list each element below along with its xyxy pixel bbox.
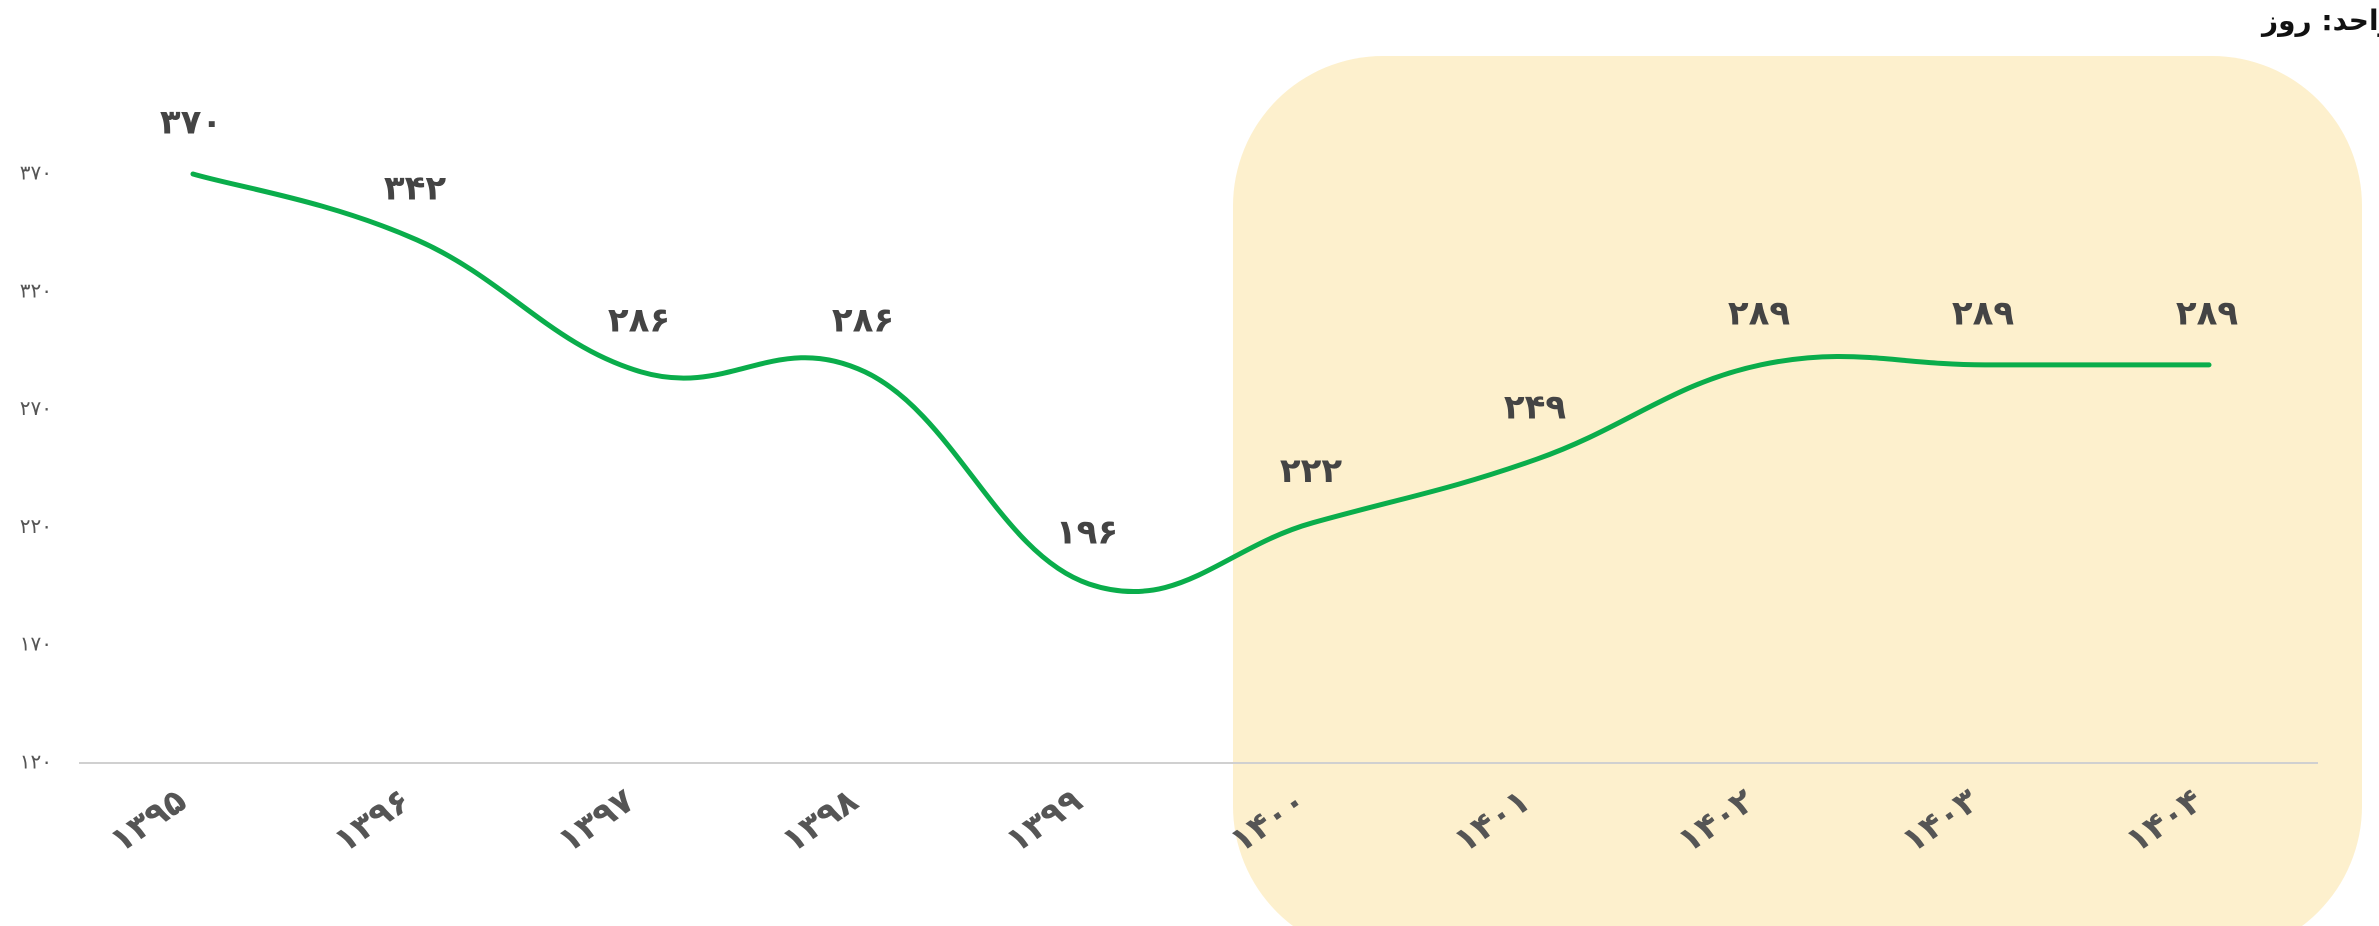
data-label: ۲۸۶ [608,300,670,340]
data-label: ۳۷۰ [160,103,222,143]
y-tick-label: ۱۲۰ [20,750,52,774]
data-line [190,171,2212,595]
x-tick-label: ۱۳۹۹ [999,780,1090,861]
y-tick-label: ۳۷۰ [20,161,52,185]
y-tick-label: ۲۲۰ [20,514,52,538]
data-label: ۲۸۹ [2176,293,2239,333]
data-label: ۲۸۹ [1952,293,2015,333]
data-label: ۱۹۶ [1056,512,1118,552]
x-tick-label: ۱۳۹۸ [775,780,866,861]
highlight-region [1233,56,2362,926]
data-label: ۲۸۶ [832,300,894,340]
data-label: ۳۴۲ [384,168,447,208]
chart-title: واحد: روز [2260,4,2379,37]
y-tick-label: ۳۲۰ [20,278,52,302]
y-tick-label: ۲۷۰ [20,396,52,420]
x-tick-label: ۱۳۹۷ [551,780,642,861]
data-label: ۲۲۲ [1280,451,1343,491]
y-tick-label: ۱۷۰ [20,632,52,656]
x-tick-label: ۱۳۹۶ [327,781,418,861]
data-label: ۲۸۹ [1728,293,1791,333]
x-tick-label: ۱۳۹۵ [103,781,194,861]
data-label: ۲۴۹ [1504,388,1567,428]
